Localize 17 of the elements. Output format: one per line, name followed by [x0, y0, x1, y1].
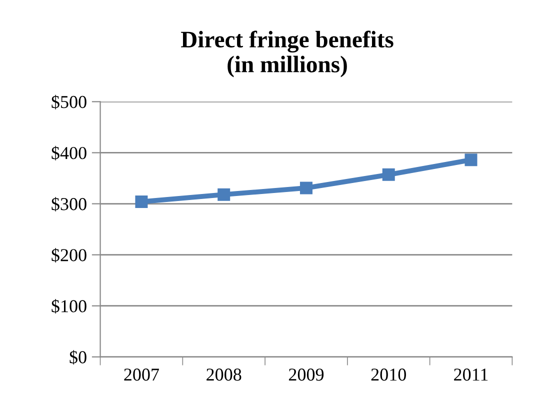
- y-tick-label: $300: [52, 196, 86, 212]
- x-tick-label: 2009: [288, 368, 324, 381]
- point: [464, 154, 478, 166]
- x-tick-label: 2007: [124, 368, 159, 381]
- point: [218, 188, 230, 201]
- x-tick-label: 2008: [206, 368, 242, 381]
- point: [135, 195, 148, 208]
- point: [382, 168, 395, 181]
- x-tick-label: 2011: [454, 368, 488, 381]
- point: [300, 182, 312, 194]
- y-tick-label: $400: [52, 146, 86, 160]
- chart-title: Direct fringe benefits (in millions): [181, 30, 394, 78]
- y-tick-label: $500: [52, 94, 86, 110]
- y-tick-label: $100: [52, 299, 86, 314]
- y-tick-label: $200: [52, 248, 86, 262]
- x-tick-label: 2010: [371, 368, 406, 381]
- y-tick-label: $0: [70, 350, 86, 365]
